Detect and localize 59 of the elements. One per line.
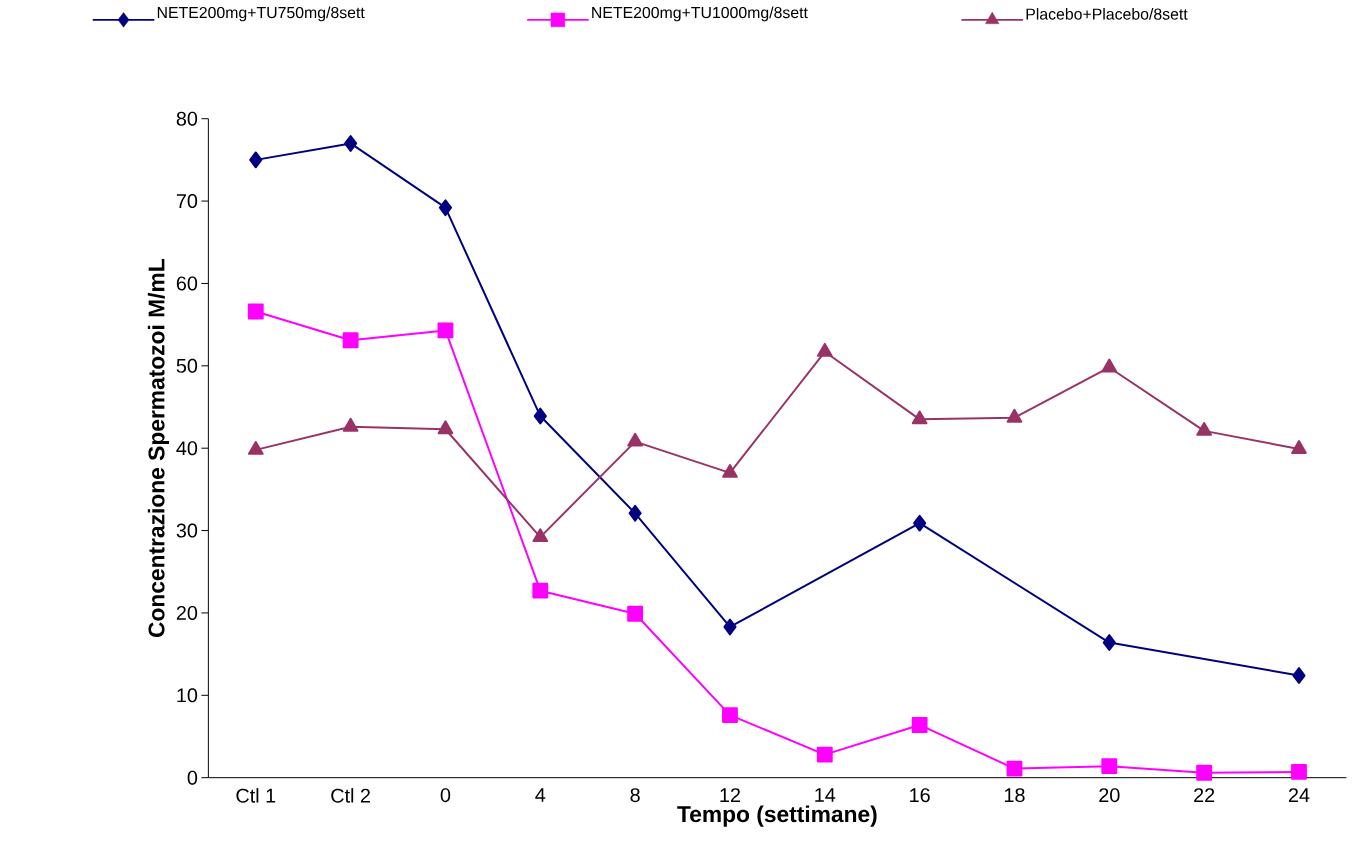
point <box>628 504 642 522</box>
x-tick-label: Ctl 1 <box>236 788 276 803</box>
point <box>532 528 549 543</box>
point <box>911 717 928 733</box>
x-tick-label: 12 <box>720 788 740 803</box>
point <box>438 199 453 217</box>
x-tick-label: 18 <box>1004 788 1025 803</box>
x-tick-label: 4 <box>535 788 546 802</box>
point <box>627 432 643 447</box>
point <box>1196 422 1212 436</box>
point <box>816 343 833 357</box>
point <box>249 151 263 169</box>
y-tick-label: 30 <box>176 523 198 538</box>
point <box>344 135 358 152</box>
point <box>722 707 738 724</box>
point <box>1101 758 1118 775</box>
point <box>533 407 547 425</box>
point <box>1006 408 1023 423</box>
legend-label: NETE200mg+TU750mg/8sett <box>157 6 365 22</box>
y-axis-title: Concentrazione Spermatozoi M/mL <box>147 259 170 638</box>
point <box>1196 764 1213 781</box>
point <box>627 605 644 622</box>
y-tick-label: 50 <box>176 358 198 373</box>
y-tick-label: 80 <box>176 111 198 126</box>
point <box>913 514 927 532</box>
point <box>1292 667 1306 685</box>
point <box>723 618 737 636</box>
x-tick-label: 0 <box>440 788 451 803</box>
point <box>1006 760 1023 777</box>
y-tick-label: 20 <box>176 606 198 621</box>
point <box>1291 764 1307 780</box>
x-axis-title: Tempo (settimane) <box>677 805 877 827</box>
point <box>437 420 454 435</box>
y-tick-label: 70 <box>176 194 198 209</box>
y-tick-label: 10 <box>177 688 198 703</box>
point <box>342 332 359 349</box>
legend-label: NETE200mg+TU1000mg/8sett <box>592 6 808 22</box>
point <box>342 417 359 432</box>
point <box>722 464 738 478</box>
point <box>816 746 833 763</box>
point <box>437 322 454 339</box>
point <box>1101 358 1118 373</box>
point <box>247 441 264 455</box>
x-tick-label: 14 <box>815 788 836 802</box>
x-tick-label: 20 <box>1099 788 1120 803</box>
x-tick-label: 24 <box>1288 788 1310 803</box>
point <box>1291 440 1307 455</box>
y-tick-label: 0 <box>187 770 198 785</box>
x-tick-label: Ctl 2 <box>331 788 370 803</box>
legend-label: Placebo+Placebo/8sett <box>1026 8 1188 20</box>
x-tick-label: 8 <box>630 788 640 803</box>
point <box>911 410 928 425</box>
x-tick-label: 22 <box>1194 788 1215 803</box>
y-tick-label: 40 <box>176 441 198 456</box>
point <box>532 582 549 599</box>
point <box>1102 634 1116 652</box>
y-tick-label: 60 <box>176 276 198 291</box>
x-tick-label: 16 <box>910 788 930 803</box>
point <box>247 303 264 320</box>
